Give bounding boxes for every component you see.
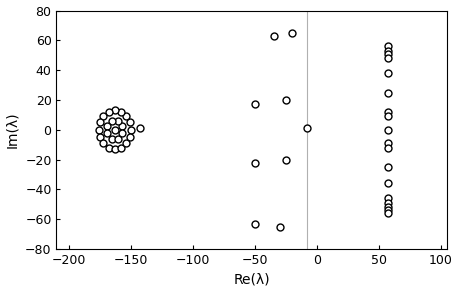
Y-axis label: Im(λ): Im(λ) [6,112,20,148]
X-axis label: Re(λ): Re(λ) [234,272,270,286]
